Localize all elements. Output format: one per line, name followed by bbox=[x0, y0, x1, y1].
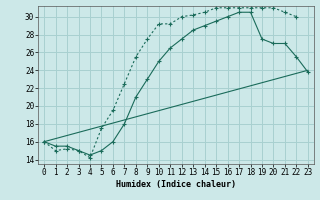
X-axis label: Humidex (Indice chaleur): Humidex (Indice chaleur) bbox=[116, 180, 236, 189]
